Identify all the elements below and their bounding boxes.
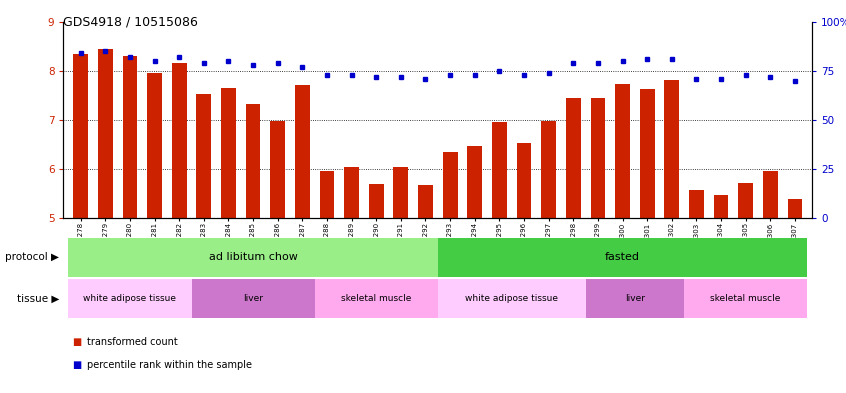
Bar — [147, 73, 162, 218]
Bar — [221, 88, 236, 218]
Bar — [467, 146, 482, 218]
Text: skeletal muscle: skeletal muscle — [711, 294, 781, 303]
Bar — [566, 98, 580, 218]
Bar — [714, 195, 728, 218]
Bar — [438, 238, 807, 277]
Bar — [344, 167, 359, 218]
Text: skeletal muscle: skeletal muscle — [341, 294, 411, 303]
Text: ■: ■ — [72, 337, 81, 347]
Text: liver: liver — [625, 294, 645, 303]
Bar — [763, 171, 777, 218]
Text: fasted: fasted — [605, 252, 640, 263]
Bar — [788, 199, 802, 218]
Bar — [98, 49, 113, 218]
Text: white adipose tissue: white adipose tissue — [465, 294, 558, 303]
Bar — [69, 279, 191, 318]
Text: ■: ■ — [72, 360, 81, 371]
Text: liver: liver — [243, 294, 263, 303]
Text: tissue ▶: tissue ▶ — [17, 294, 59, 304]
Bar — [585, 279, 684, 318]
Text: white adipose tissue: white adipose tissue — [84, 294, 177, 303]
Bar — [418, 185, 433, 218]
Bar — [664, 79, 679, 218]
Bar — [393, 167, 409, 218]
Bar — [245, 104, 261, 218]
Bar — [615, 84, 630, 218]
Text: percentile rank within the sample: percentile rank within the sample — [87, 360, 252, 371]
Bar — [172, 63, 187, 218]
Bar — [315, 279, 437, 318]
Bar — [320, 171, 334, 218]
Bar — [541, 121, 556, 218]
Bar — [123, 56, 137, 218]
Text: protocol ▶: protocol ▶ — [5, 252, 59, 263]
Bar — [295, 85, 310, 218]
Bar — [191, 279, 315, 318]
Bar — [442, 152, 458, 218]
Bar — [271, 121, 285, 218]
Bar — [196, 94, 212, 218]
Bar — [591, 98, 605, 218]
Text: GDS4918 / 10515086: GDS4918 / 10515086 — [63, 16, 198, 29]
Bar — [492, 122, 507, 218]
Bar — [74, 53, 88, 218]
Bar — [689, 189, 704, 218]
Bar — [369, 184, 383, 218]
Bar — [739, 183, 753, 218]
Text: ad libitum chow: ad libitum chow — [209, 252, 298, 263]
Text: transformed count: transformed count — [87, 337, 178, 347]
Bar — [684, 279, 807, 318]
Bar — [517, 143, 531, 218]
Bar — [69, 238, 437, 277]
Bar — [640, 89, 655, 218]
Bar — [438, 279, 585, 318]
